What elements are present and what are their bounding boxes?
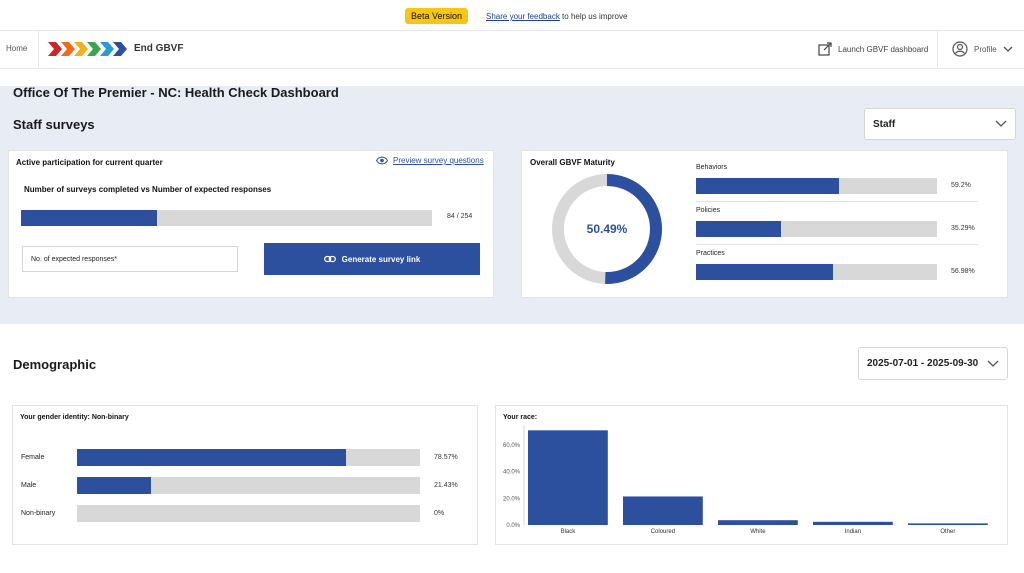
gender-title: Your gender identity: Non-binary bbox=[20, 414, 129, 421]
gender-item-value: 0% bbox=[434, 510, 445, 517]
profile-label: Profile bbox=[974, 44, 997, 54]
gender-item-label: Male bbox=[21, 482, 37, 489]
participation-subtitle: Number of surveys completed vs Number of… bbox=[24, 185, 272, 194]
date-range-value: 2025-07-01 - 2025-09-30 bbox=[867, 358, 979, 369]
feedback-suffix: to help us improve bbox=[559, 12, 628, 21]
maturity-item-label: Behaviors bbox=[696, 164, 728, 171]
profile-menu[interactable]: Profile bbox=[952, 41, 1013, 57]
maturity-item-value: 56.98% bbox=[951, 268, 975, 275]
maturity-item-label: Practices bbox=[696, 250, 725, 257]
divider bbox=[696, 244, 978, 245]
date-range-select[interactable]: 2025-07-01 - 2025-09-30 bbox=[858, 347, 1008, 380]
launch-dashboard-label: Launch GBVF dashboard bbox=[838, 44, 929, 54]
staff-select-value: Staff bbox=[873, 118, 896, 130]
staff-select[interactable]: Staff bbox=[864, 108, 1016, 140]
maturity-item-bar-fill bbox=[696, 221, 782, 237]
maturity-item-bar-fill bbox=[696, 178, 839, 194]
x-category-label: Black bbox=[561, 529, 577, 535]
expected-responses-placeholder: No. of expected responses* bbox=[31, 255, 117, 263]
x-category-label: White bbox=[750, 529, 766, 535]
participation-count: 84 / 254 bbox=[447, 213, 473, 220]
maturity-overall-value: 50.49% bbox=[587, 222, 628, 236]
y-tick-label: 0.0% bbox=[506, 523, 520, 529]
maturity-item-bar-fill bbox=[696, 264, 834, 280]
maturity-item-bar bbox=[696, 221, 937, 237]
staff-surveys-title: Staff surveys bbox=[13, 117, 95, 132]
maturity-item-bar bbox=[696, 264, 937, 280]
race-bar-black[interactable] bbox=[528, 430, 608, 525]
x-category-label: Other bbox=[940, 529, 955, 535]
participation-progress-bar bbox=[21, 210, 432, 226]
race-bar-coloured[interactable] bbox=[623, 496, 703, 525]
nav-home-link[interactable]: Home bbox=[6, 44, 28, 53]
eye-icon bbox=[376, 156, 388, 165]
y-tick-label: 20.0% bbox=[503, 496, 521, 502]
gender-item-label: Female bbox=[21, 454, 45, 461]
launch-dashboard-link[interactable]: Launch GBVF dashboard bbox=[818, 40, 928, 58]
donut-value-arc bbox=[552, 174, 662, 284]
end-gbvf-logo-icon[interactable] bbox=[48, 40, 128, 58]
feedback-text: Share your feedback to help us improve bbox=[486, 12, 627, 21]
feedback-link[interactable]: Share your feedback bbox=[486, 12, 560, 21]
maturity-item-label: Policies bbox=[696, 207, 721, 214]
race-bar-indian[interactable] bbox=[813, 521, 893, 525]
participation-title: Active participation for current quarter bbox=[16, 158, 163, 167]
maturity-donut-chart: 50.49% bbox=[552, 174, 662, 284]
participation-progress-fill bbox=[21, 210, 157, 226]
beta-banner: Beta Version Share your feedback to help… bbox=[0, 0, 1024, 31]
top-nav: Home End GBVF Launch GBVF dashboard Prof… bbox=[0, 31, 1024, 69]
nav-divider bbox=[38, 31, 39, 69]
generate-survey-link-button[interactable]: Generate survey link bbox=[264, 243, 480, 275]
race-bar-chart: 0.0% 20.0% 40.0% 60.0% Black Coloured White Ind… bbox=[503, 425, 988, 535]
maturity-item-value: 59.2% bbox=[951, 182, 971, 189]
chevron-down-icon bbox=[987, 360, 999, 367]
race-title: Your race: bbox=[503, 414, 538, 421]
preview-survey-label: Preview survey questions bbox=[393, 156, 484, 165]
link-icon bbox=[323, 255, 336, 263]
gender-item-bar bbox=[77, 505, 420, 522]
divider bbox=[696, 201, 978, 202]
gender-card bbox=[12, 405, 478, 545]
y-tick-label: 40.0% bbox=[503, 470, 521, 476]
y-tick-label: 60.0% bbox=[503, 443, 521, 449]
beta-badge: Beta Version bbox=[405, 8, 469, 24]
race-bar-white[interactable] bbox=[718, 520, 798, 525]
maturity-item-bar bbox=[696, 178, 937, 194]
gender-item-value: 21.43% bbox=[434, 482, 458, 489]
user-avatar-icon bbox=[952, 41, 968, 57]
x-category-label: Coloured bbox=[651, 529, 675, 535]
race-bar-other[interactable] bbox=[908, 523, 988, 525]
chevron-down-icon bbox=[1003, 46, 1013, 52]
gender-item-label: Non-binary bbox=[21, 510, 56, 517]
x-category-label: Indian bbox=[845, 529, 861, 535]
brand-name[interactable]: End GBVF bbox=[134, 43, 184, 54]
gender-item-value: 78.57% bbox=[434, 454, 458, 461]
demographic-title: Demographic bbox=[13, 357, 97, 372]
maturity-item-value: 35.29% bbox=[951, 225, 975, 232]
chevron-down-icon bbox=[995, 120, 1007, 127]
preview-survey-link[interactable]: Preview survey questions bbox=[376, 156, 484, 165]
gender-item-bar bbox=[77, 477, 420, 494]
maturity-title: Overall GBVF Maturity bbox=[530, 158, 615, 167]
gender-item-bar-fill bbox=[77, 477, 151, 494]
nav-divider bbox=[937, 31, 938, 69]
external-link-icon bbox=[818, 42, 832, 56]
generate-survey-link-label: Generate survey link bbox=[341, 254, 421, 264]
gender-item-bar-fill bbox=[77, 449, 347, 466]
page-title: Office Of The Premier - NC: Health Check… bbox=[13, 85, 339, 100]
expected-responses-input[interactable]: No. of expected responses* bbox=[22, 246, 238, 272]
gender-item-bar bbox=[77, 449, 420, 466]
